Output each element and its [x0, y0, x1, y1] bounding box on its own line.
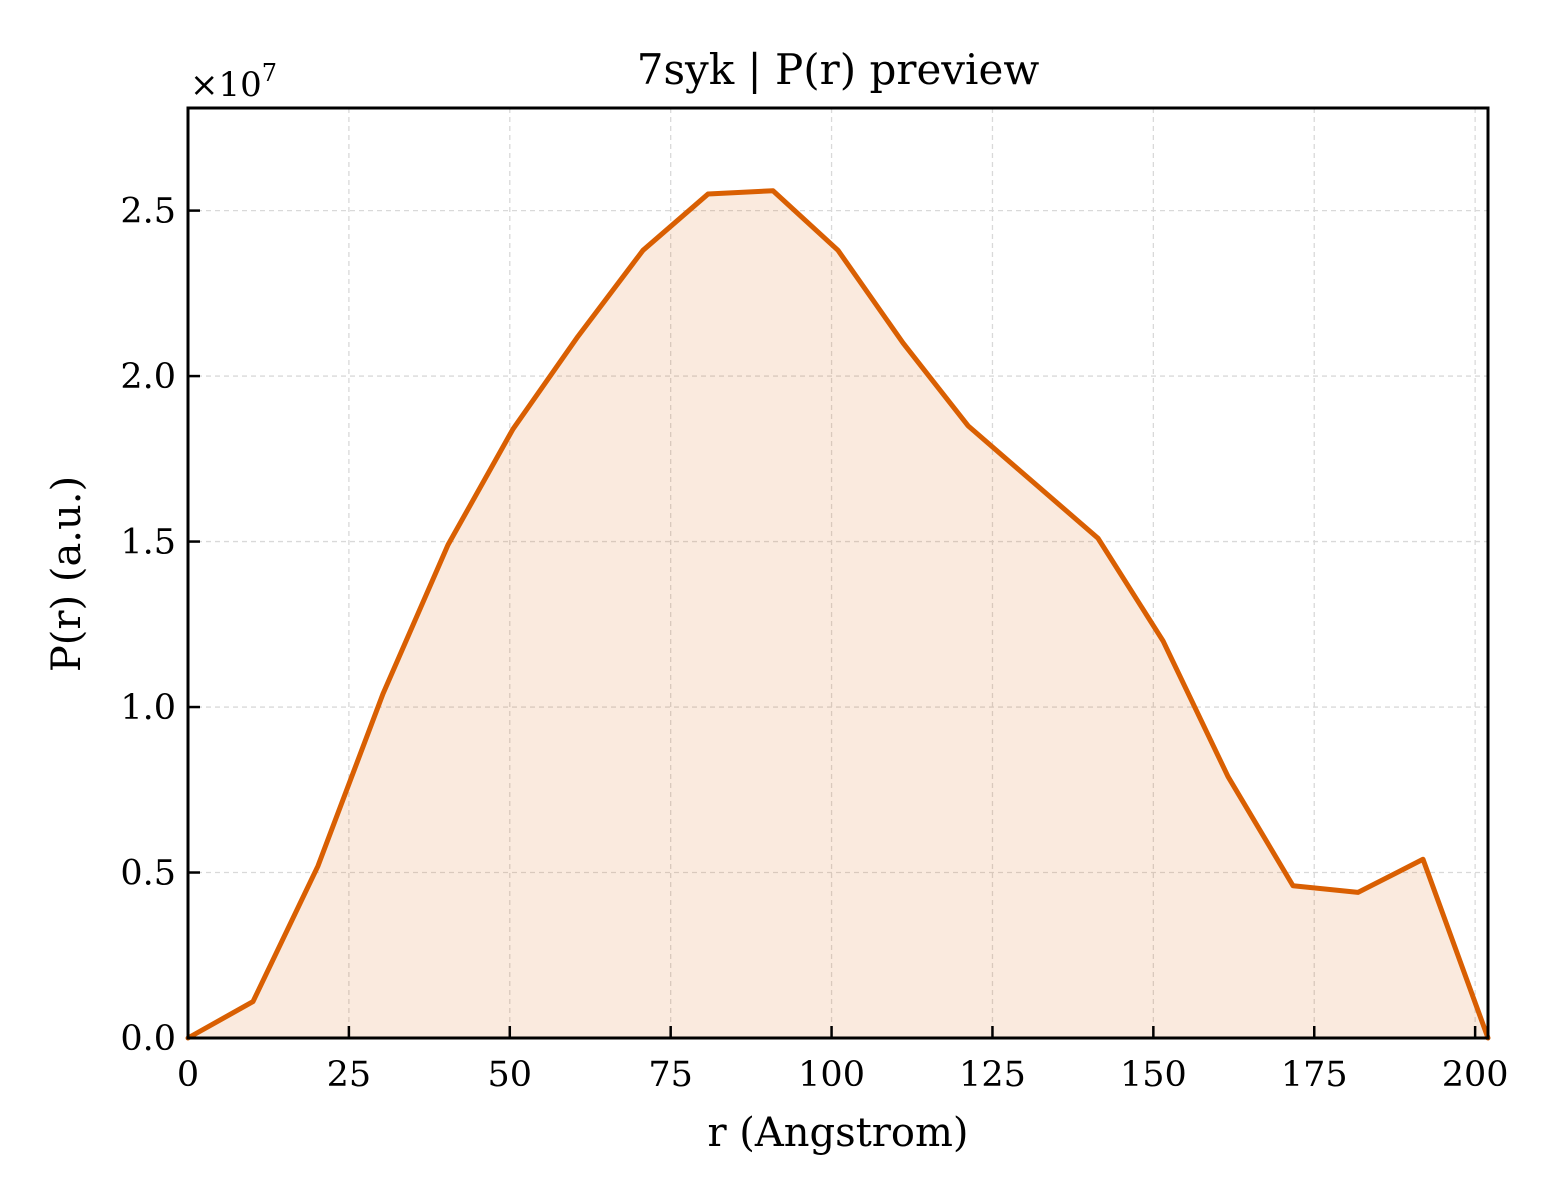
x-tick-label: 75 — [648, 1055, 693, 1095]
y-axis-label: P(r) (a.u.) — [44, 476, 90, 672]
y-tick-label: 2.5 — [120, 192, 176, 232]
ticks: 0 25 50 75 100 125 150 175 200 0.0 0.5 1.0 1.5 2.0 2.5 — [120, 192, 1508, 1095]
y-scale-exponent: 7 — [262, 59, 277, 87]
x-tick-label: 125 — [959, 1055, 1026, 1095]
y-axis-scale-factor: ×107 — [190, 59, 277, 105]
series-layer — [185, 188, 1491, 1041]
x-axis-label: r (Angstrom) — [707, 1110, 968, 1156]
y-tick-label: 0.0 — [120, 1019, 176, 1059]
x-tick-label: 25 — [327, 1055, 372, 1095]
x-tick-label: 200 — [1442, 1055, 1509, 1095]
pr-area-fill — [188, 190, 1488, 1039]
x-tick-label: 50 — [488, 1055, 533, 1095]
y-scale-base: ×10 — [190, 65, 262, 105]
grid — [187, 108, 1488, 1039]
y-tick-label: 1.0 — [120, 688, 176, 728]
y-tick-label: 1.5 — [120, 523, 176, 563]
x-tick-label: 150 — [1120, 1055, 1187, 1095]
y-tick-label: 0.5 — [120, 854, 176, 894]
x-tick-label: 0 — [177, 1055, 199, 1095]
chart-title: 7syk | P(r) preview — [637, 45, 1040, 94]
plot-frame — [186, 106, 1490, 1040]
x-tick-label: 100 — [798, 1055, 865, 1095]
x-tick-label: 175 — [1281, 1055, 1348, 1095]
y-tick-label: 2.0 — [120, 357, 176, 397]
